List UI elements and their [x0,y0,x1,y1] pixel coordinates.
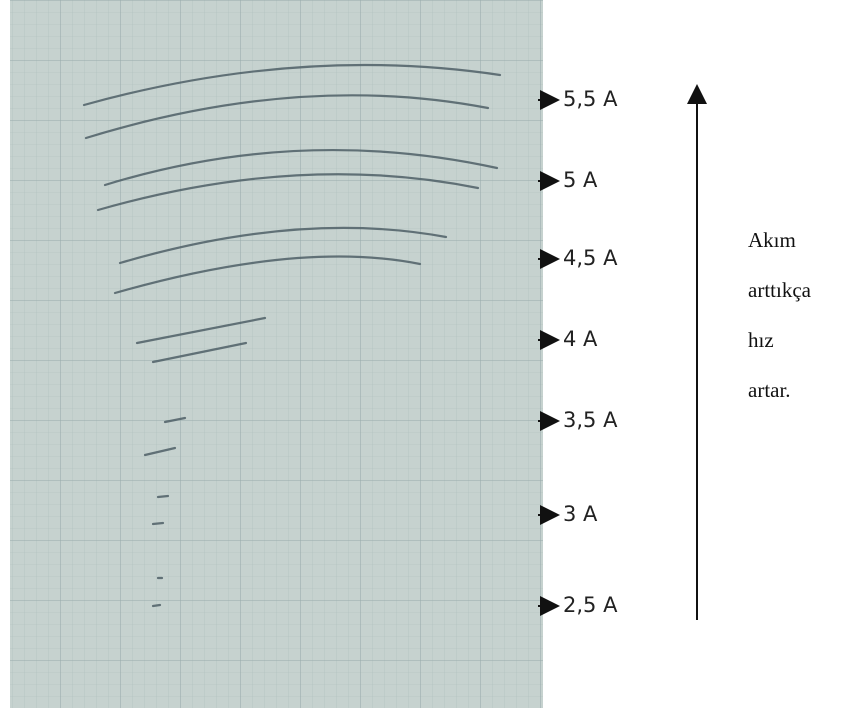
side-note: Akım arttıkça hız artar. [748,228,812,402]
side-text: Akım [748,228,796,252]
side-text: hız [748,328,774,352]
side-text: arttıkça [748,278,812,302]
figure: 5,5 A 5 A 4,5 A 4 A 3,5 A 3 A 2,5 A Akım arttık… [0,0,849,711]
page: 5,5 A 5 A 4,5 A 4 A 3,5 A 3 A 2,5 A Akım arttık… [0,0,849,711]
current-label: 3,5 A [563,408,618,432]
current-label: 4,5 A [563,246,618,270]
side-text: artar. [748,378,791,402]
current-label: 4 A [563,327,598,351]
graph-paper [10,0,543,708]
current-label: 5,5 A [563,87,618,111]
current-label: 2,5 A [563,593,618,617]
current-label: 5 A [563,168,598,192]
current-label: 3 A [563,502,598,526]
current-labels: 5,5 A 5 A 4,5 A 4 A 3,5 A 3 A 2,5 A [538,87,618,617]
